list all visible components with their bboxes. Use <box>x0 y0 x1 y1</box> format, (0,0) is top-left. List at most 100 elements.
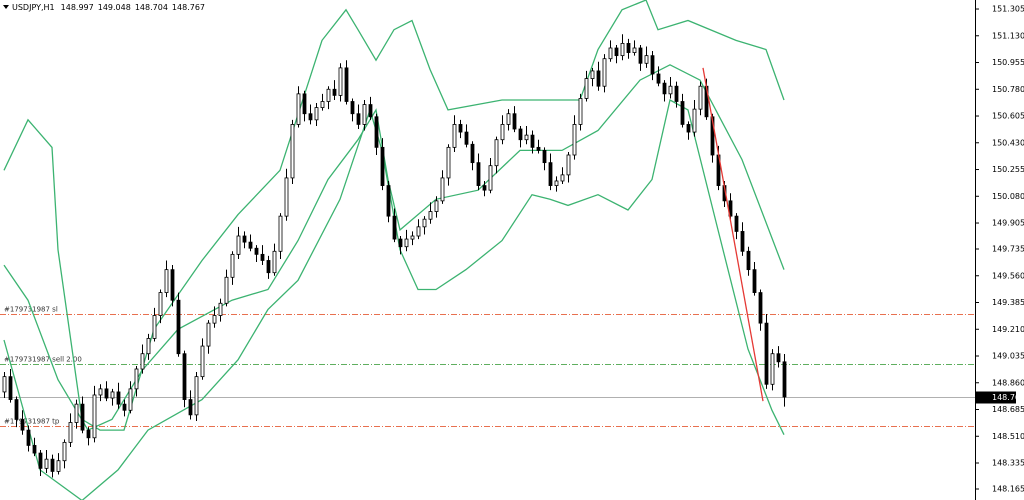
y-tick-label: 150.430 <box>992 138 1024 147</box>
candle-body <box>98 388 103 396</box>
candle-body <box>518 128 523 141</box>
candle-body <box>374 116 379 148</box>
y-tick-label: 150.780 <box>992 85 1024 94</box>
candle-body <box>2 376 7 393</box>
candle-body <box>500 124 505 141</box>
y-tick-label: 150.605 <box>992 112 1024 121</box>
candle-body <box>554 180 559 186</box>
candle-body <box>608 47 613 60</box>
candle-body <box>476 162 481 186</box>
y-tick-label: 150.955 <box>992 58 1024 67</box>
candle-body <box>614 47 619 57</box>
candle-body <box>344 67 349 102</box>
candle-body <box>14 399 19 420</box>
candle-body <box>164 269 169 293</box>
candle-body <box>266 260 271 274</box>
y-tick-label: 148.165 <box>992 484 1024 493</box>
candle-body <box>740 231 745 252</box>
menu-arrow[interactable] <box>3 5 9 9</box>
candle-body <box>56 460 61 472</box>
low: 148.704 <box>135 3 168 12</box>
candle-body <box>188 399 193 416</box>
candle-body <box>764 322 769 385</box>
candle-body <box>284 177 289 217</box>
trend-line <box>702 67 764 402</box>
candle-body <box>530 134 535 148</box>
candle-body <box>20 419 25 431</box>
candle-body <box>290 124 295 179</box>
candle-body <box>296 93 301 125</box>
candle-body <box>524 134 529 141</box>
candle-body <box>206 322 211 347</box>
candle-body <box>242 235 247 243</box>
candle-body <box>248 241 253 249</box>
candle-body <box>620 43 625 57</box>
y-tick-label: 149.905 <box>992 219 1024 228</box>
order-label: #179731987 tp <box>4 418 60 426</box>
candle-body <box>686 124 691 133</box>
candle-body <box>644 55 649 64</box>
high: 149.048 <box>98 3 131 12</box>
candle-body <box>776 353 781 363</box>
y-tick-label: 148.510 <box>992 432 1024 441</box>
candle-body <box>104 388 109 399</box>
price-box-label: 148.767 <box>992 393 1024 402</box>
candle-body <box>512 113 517 130</box>
y-tick-label: 148.335 <box>992 459 1024 468</box>
candle-body <box>452 124 457 148</box>
candle-body <box>668 85 673 95</box>
candle-body <box>326 88 331 102</box>
candle-body <box>314 107 319 121</box>
candle-body <box>224 276 229 304</box>
candle-body <box>758 292 763 324</box>
candle-body <box>392 215 397 240</box>
close: 148.767 <box>172 3 205 12</box>
candle-body <box>656 73 661 84</box>
candle-body <box>650 55 655 75</box>
candle-body <box>200 345 205 378</box>
candle-body <box>158 292 163 316</box>
bollinger-band <box>3 64 785 431</box>
candle-body <box>536 146 541 151</box>
candle-body <box>320 101 325 109</box>
candle-body <box>176 299 181 355</box>
candle-body <box>194 376 199 416</box>
candle-body <box>308 113 313 121</box>
candle-body <box>692 108 697 133</box>
candle-body <box>578 98 583 125</box>
candle-body <box>446 146 451 179</box>
candle-body <box>560 174 565 182</box>
candle-body <box>68 422 73 443</box>
candle-body <box>404 238 409 248</box>
candle-body <box>338 67 343 96</box>
order-label: #179731987 sell 2.00 <box>4 356 82 364</box>
candle-body <box>698 85 703 110</box>
candle-body <box>182 353 187 400</box>
candle-body <box>332 88 337 96</box>
candle-body <box>638 47 643 64</box>
candle-body <box>8 376 13 400</box>
y-tick-label: 149.210 <box>992 325 1024 334</box>
candle-body <box>92 394 97 439</box>
candle-body <box>542 150 547 164</box>
candle-body <box>260 253 265 261</box>
candle-body <box>602 58 607 87</box>
candle-body <box>128 388 133 411</box>
y-tick-label: 149.560 <box>992 271 1024 280</box>
candle-body <box>32 445 37 454</box>
candle-body <box>38 452 43 469</box>
candle-body <box>674 85 679 102</box>
candle-body <box>152 315 157 339</box>
y-tick-label: 150.080 <box>992 192 1024 201</box>
candle-body <box>272 250 277 274</box>
y-tick-label: 151.130 <box>992 31 1024 40</box>
candle-body <box>134 368 139 390</box>
candle-body <box>590 70 595 79</box>
y-tick-label: 148.860 <box>992 378 1024 387</box>
candle-body <box>170 269 175 301</box>
candle-body <box>710 116 715 156</box>
candle-body <box>122 403 127 411</box>
candle-body <box>116 391 121 405</box>
candle-body <box>770 353 775 385</box>
